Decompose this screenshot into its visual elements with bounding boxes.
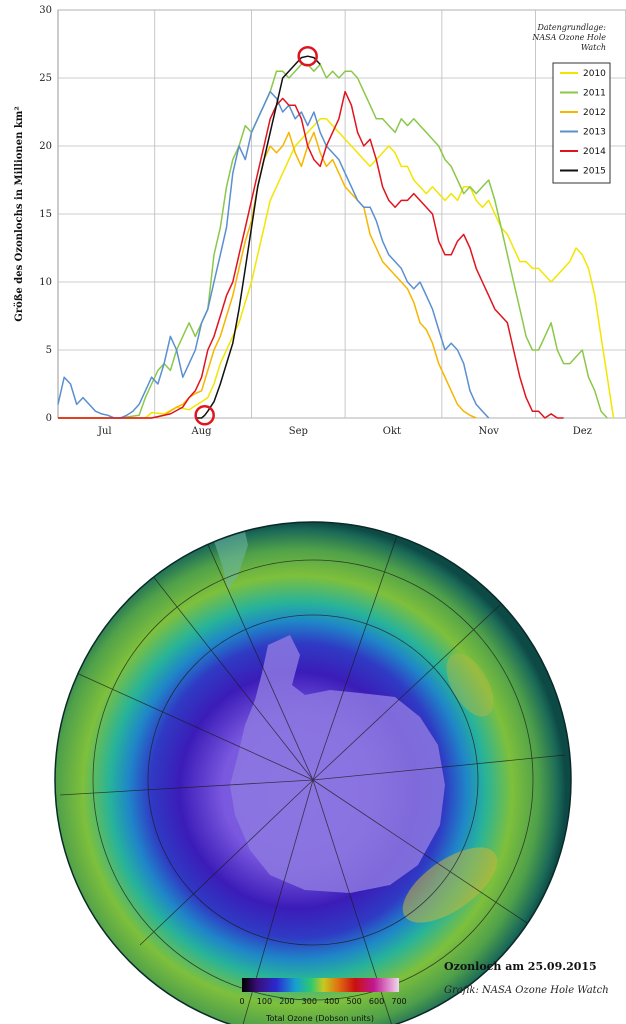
color-scale-label: Total Ozone (Dobson units)	[265, 1014, 374, 1023]
lat-lon-grid	[59, 526, 566, 1024]
source-note-line-3: Watch	[581, 43, 606, 52]
color-scale-ticks: 0 100 200 300 400 500 600 700	[239, 997, 406, 1006]
x-tick-label: Okt	[383, 426, 401, 437]
highlight-markers	[194, 45, 318, 426]
legend-label-2012: 2012	[583, 108, 606, 118]
legend-label-2010: 2010	[583, 69, 606, 79]
x-tick-label: Aug	[191, 426, 213, 437]
y-tick-label: 10	[39, 277, 52, 288]
x-tick-label: Nov	[478, 426, 499, 437]
color-scale-tick: 500	[347, 997, 362, 1006]
y-tick-label: 0	[46, 413, 52, 424]
color-scale-tick: 0	[239, 997, 244, 1006]
series-line-2010	[58, 118, 615, 419]
color-scale-tick: 700	[391, 997, 406, 1006]
y-tick-label: 30	[39, 5, 52, 16]
ozone-disc	[55, 522, 571, 1024]
legend: 2010 2011 2012 2013 2014 2015	[552, 62, 611, 184]
y-tick-label: 20	[39, 141, 52, 152]
y-tick-label: 5	[46, 345, 52, 356]
x-tick-label: Jul	[97, 426, 112, 437]
caption-credit: Grafik: NASA Ozone Hole Watch	[444, 985, 609, 996]
series-line-2015	[195, 55, 321, 419]
antarctica	[230, 635, 445, 893]
y-axis-label: Größe des Ozonlochs in Millionen km²	[14, 106, 25, 321]
source-note-line-2: NASA Ozone Hole	[531, 33, 606, 42]
globe-rim	[54, 521, 572, 1024]
y-tick-labels: 0 5 10 15 20 25 30	[39, 5, 52, 424]
color-scale-tick: 300	[302, 997, 317, 1006]
grid	[58, 9, 626, 419]
ozone-map: 0 100 200 300 400 500 600 700 Total Ozone (Dobs…	[54, 521, 572, 1024]
x-tick-label: Dez	[573, 426, 592, 437]
legend-box	[552, 62, 611, 184]
legend-label-2014: 2014	[583, 147, 606, 157]
caption-title: Ozonloch am 25.09.2015	[444, 960, 597, 973]
legend-label-2015: 2015	[583, 167, 606, 177]
color-scale: 0 100 200 300 400 500 600 700 Total Ozone (Dobs…	[239, 978, 407, 1023]
y-tick-label: 25	[39, 73, 52, 84]
x-tick-labels: Jul Aug Sep Okt Nov Dez	[97, 426, 592, 437]
color-scale-tick: 100	[257, 997, 272, 1006]
color-scale-tick: 600	[369, 997, 384, 1006]
legend-label-2013: 2013	[583, 128, 606, 138]
series-layer	[57, 55, 615, 419]
color-scale-tick: 200	[279, 997, 294, 1006]
south-america-outline	[212, 522, 248, 590]
legend-label-2011: 2011	[583, 89, 606, 99]
x-tick-label: Sep	[289, 426, 308, 437]
series-line-2013	[57, 90, 490, 419]
y-tick-label: 15	[39, 209, 52, 220]
series-line-2012	[58, 131, 477, 419]
ozone-chart: 0 5 10 15 20 25 30 Jul Aug Sep Okt Nov Dez Größe de…	[14, 5, 626, 437]
color-scale-tick: 400	[324, 997, 339, 1006]
high-ozone-band-north	[446, 653, 494, 717]
highlight-marker-1	[194, 405, 215, 426]
high-ozone-band	[402, 847, 498, 923]
series-line-2014	[58, 90, 564, 419]
source-note: Datengrundlage: NASA Ozone Hole Watch	[531, 23, 606, 52]
source-note-line-1: Datengrundlage:	[536, 23, 606, 32]
highlight-marker-2	[297, 45, 318, 67]
color-scale-bar	[242, 978, 399, 992]
